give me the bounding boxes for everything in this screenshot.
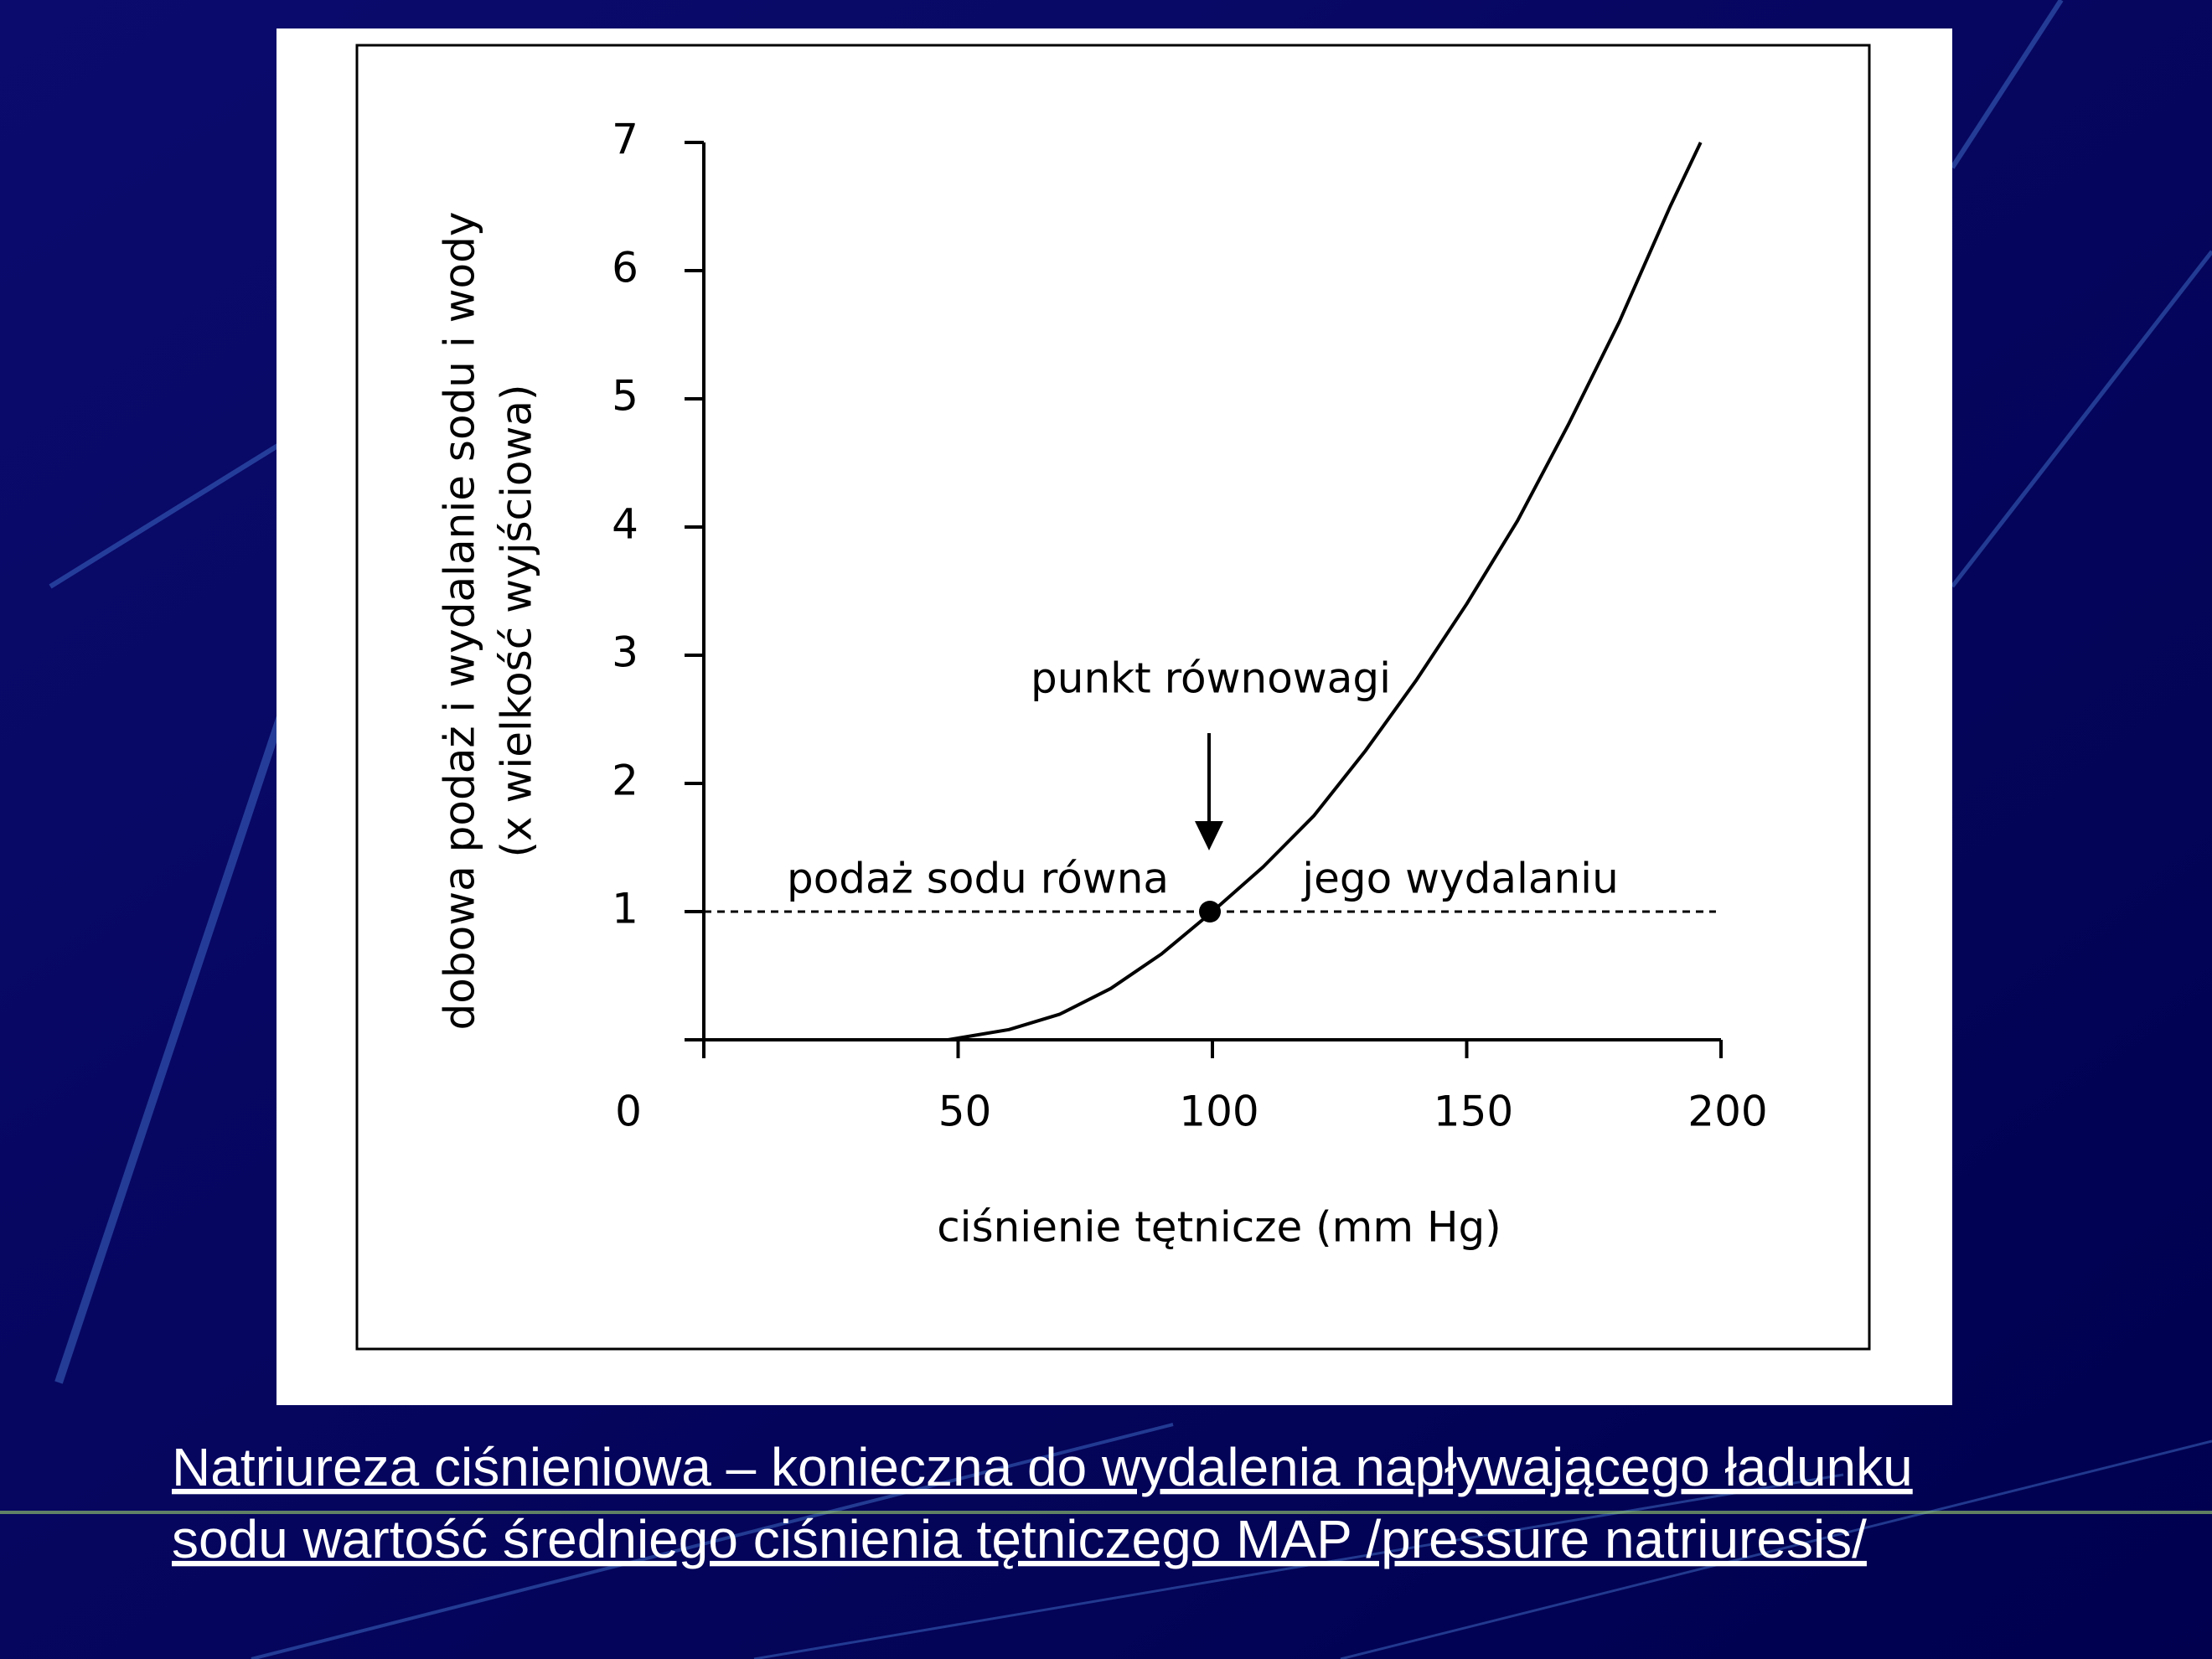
data-line [948, 142, 1703, 1041]
arrow-head [1195, 821, 1223, 850]
y-tick-label: 1 [612, 885, 638, 933]
x-tick-label: 50 [938, 1088, 992, 1136]
y-tick-label: 5 [612, 372, 638, 421]
x-tick-label: 100 [1179, 1088, 1258, 1136]
annotation: podaż sodu równa [787, 855, 1169, 903]
caption-line: sodu wartość średniego ciśnienia tętnicz… [172, 1509, 1867, 1569]
chart-frame [355, 44, 1871, 1351]
x-tick-label: 200 [1687, 1088, 1767, 1136]
annotation: jego wydalaniu [1301, 855, 1619, 903]
y-tick-label: 6 [612, 244, 638, 292]
y-tick-label: 2 [612, 757, 638, 805]
equilibrium-point [1199, 901, 1221, 923]
x-tick-label: 0 [615, 1088, 642, 1136]
x-axis-label: ciśnienie tętnicze (mm Hg) [937, 1203, 1501, 1252]
y-tick-label: 4 [612, 500, 638, 549]
x-tick-label: 150 [1434, 1088, 1513, 1136]
caption-line: Natriureza ciśnieniowa – konieczna do wy… [172, 1437, 1913, 1497]
annotation: punkt równowagi [1031, 654, 1391, 703]
chart-panel [276, 28, 1952, 1405]
y-tick-label: 3 [612, 628, 638, 677]
y-axis-label: dobowa podaż i wydalanie sodu i wody [436, 212, 484, 1031]
plot: 1 2 3 4 5 6 7 0 50 100 150 200 punkt równowagi podaż … [436, 116, 1768, 1252]
y-tick-label: 7 [612, 116, 638, 164]
y-axis-label: (x wielkość wyjściowa) [493, 384, 541, 857]
